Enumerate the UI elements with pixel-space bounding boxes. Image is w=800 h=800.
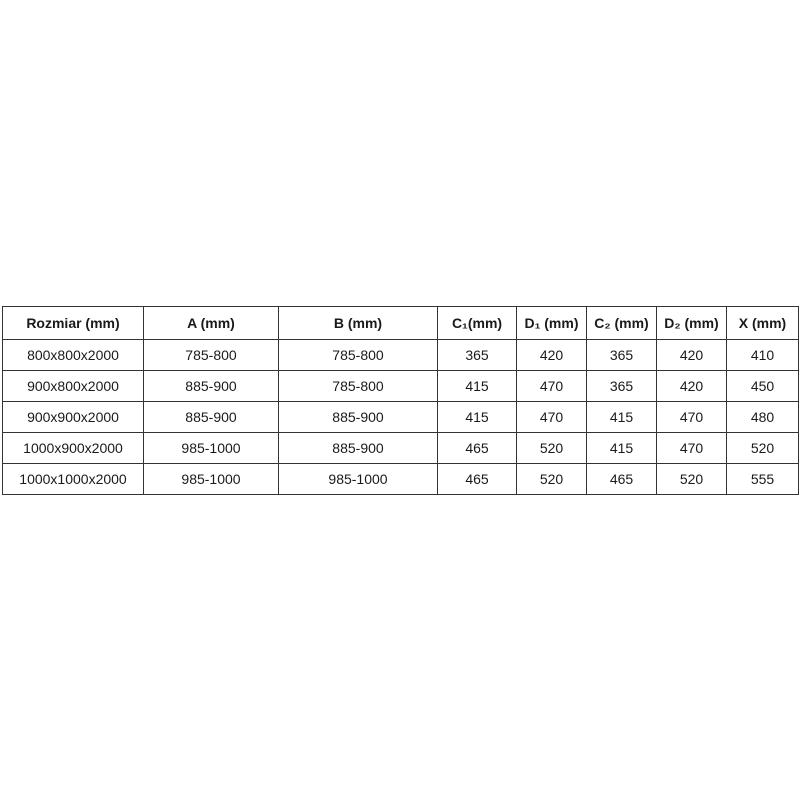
column-header: C₂ (mm) (586, 306, 657, 340)
table-cell: 470 (516, 370, 587, 402)
table-cell: 985-1000 (278, 463, 438, 495)
table-row: 800x800x2000 785-800 785-800 365 420 365 420 41… (2, 339, 799, 371)
table-cell: 420 (516, 339, 587, 371)
table-cell: 470 (516, 401, 587, 433)
table-cell: 900x800x2000 (2, 370, 144, 402)
table-cell: 900x900x2000 (2, 401, 144, 433)
table-cell: 885-900 (278, 432, 438, 464)
column-header: A (mm) (143, 306, 279, 340)
table-cell: 410 (726, 339, 799, 371)
column-header: X (mm) (726, 306, 799, 340)
column-header: D₂ (mm) (656, 306, 727, 340)
table-cell: 785-800 (278, 370, 438, 402)
table-cell: 885-900 (143, 401, 279, 433)
dimensions-table: Rozmiar (mm) A (mm) B (mm) C₁(mm) D₁ (mm) C₂ … (2, 306, 799, 495)
table-cell: 415 (586, 432, 657, 464)
table-cell: 465 (437, 432, 517, 464)
table-cell: 520 (516, 463, 587, 495)
table-cell: 420 (656, 370, 727, 402)
column-header: B (mm) (278, 306, 438, 340)
table-cell: 480 (726, 401, 799, 433)
table-cell: 470 (656, 432, 727, 464)
table-cell: 450 (726, 370, 799, 402)
table-cell: 365 (437, 339, 517, 371)
table-cell: 465 (586, 463, 657, 495)
table-cell: 1000x900x2000 (2, 432, 144, 464)
table-cell: 470 (656, 401, 727, 433)
table-cell: 985-1000 (143, 432, 279, 464)
table-cell: 555 (726, 463, 799, 495)
table-cell: 885-900 (278, 401, 438, 433)
header-row: Rozmiar (mm) A (mm) B (mm) C₁(mm) D₁ (mm) C₂ … (2, 306, 799, 340)
table-row: 900x900x2000 885-900 885-900 415 470 415 470 48… (2, 401, 799, 433)
table-cell: 1000x1000x2000 (2, 463, 144, 495)
table-row: 900x800x2000 885-900 785-800 415 470 365 420 45… (2, 370, 799, 402)
table-cell: 520 (656, 463, 727, 495)
table-cell: 800x800x2000 (2, 339, 144, 371)
table-cell: 885-900 (143, 370, 279, 402)
table-cell: 415 (586, 401, 657, 433)
column-header: C₁(mm) (437, 306, 517, 340)
table-cell: 985-1000 (143, 463, 279, 495)
table-cell: 365 (586, 339, 657, 371)
column-header: Rozmiar (mm) (2, 306, 144, 340)
table-row: 1000x1000x2000 985-1000 985-1000 465 520 465 5… (2, 463, 799, 495)
table-cell: 365 (586, 370, 657, 402)
table-cell: 785-800 (278, 339, 438, 371)
column-header: D₁ (mm) (516, 306, 587, 340)
table-cell: 420 (656, 339, 727, 371)
table-row: 1000x900x2000 985-1000 885-900 465 520 415 470… (2, 432, 799, 464)
table-cell: 520 (516, 432, 587, 464)
table-cell: 785-800 (143, 339, 279, 371)
table-cell: 415 (437, 401, 517, 433)
table-cell: 520 (726, 432, 799, 464)
table-cell: 415 (437, 370, 517, 402)
table-cell: 465 (437, 463, 517, 495)
